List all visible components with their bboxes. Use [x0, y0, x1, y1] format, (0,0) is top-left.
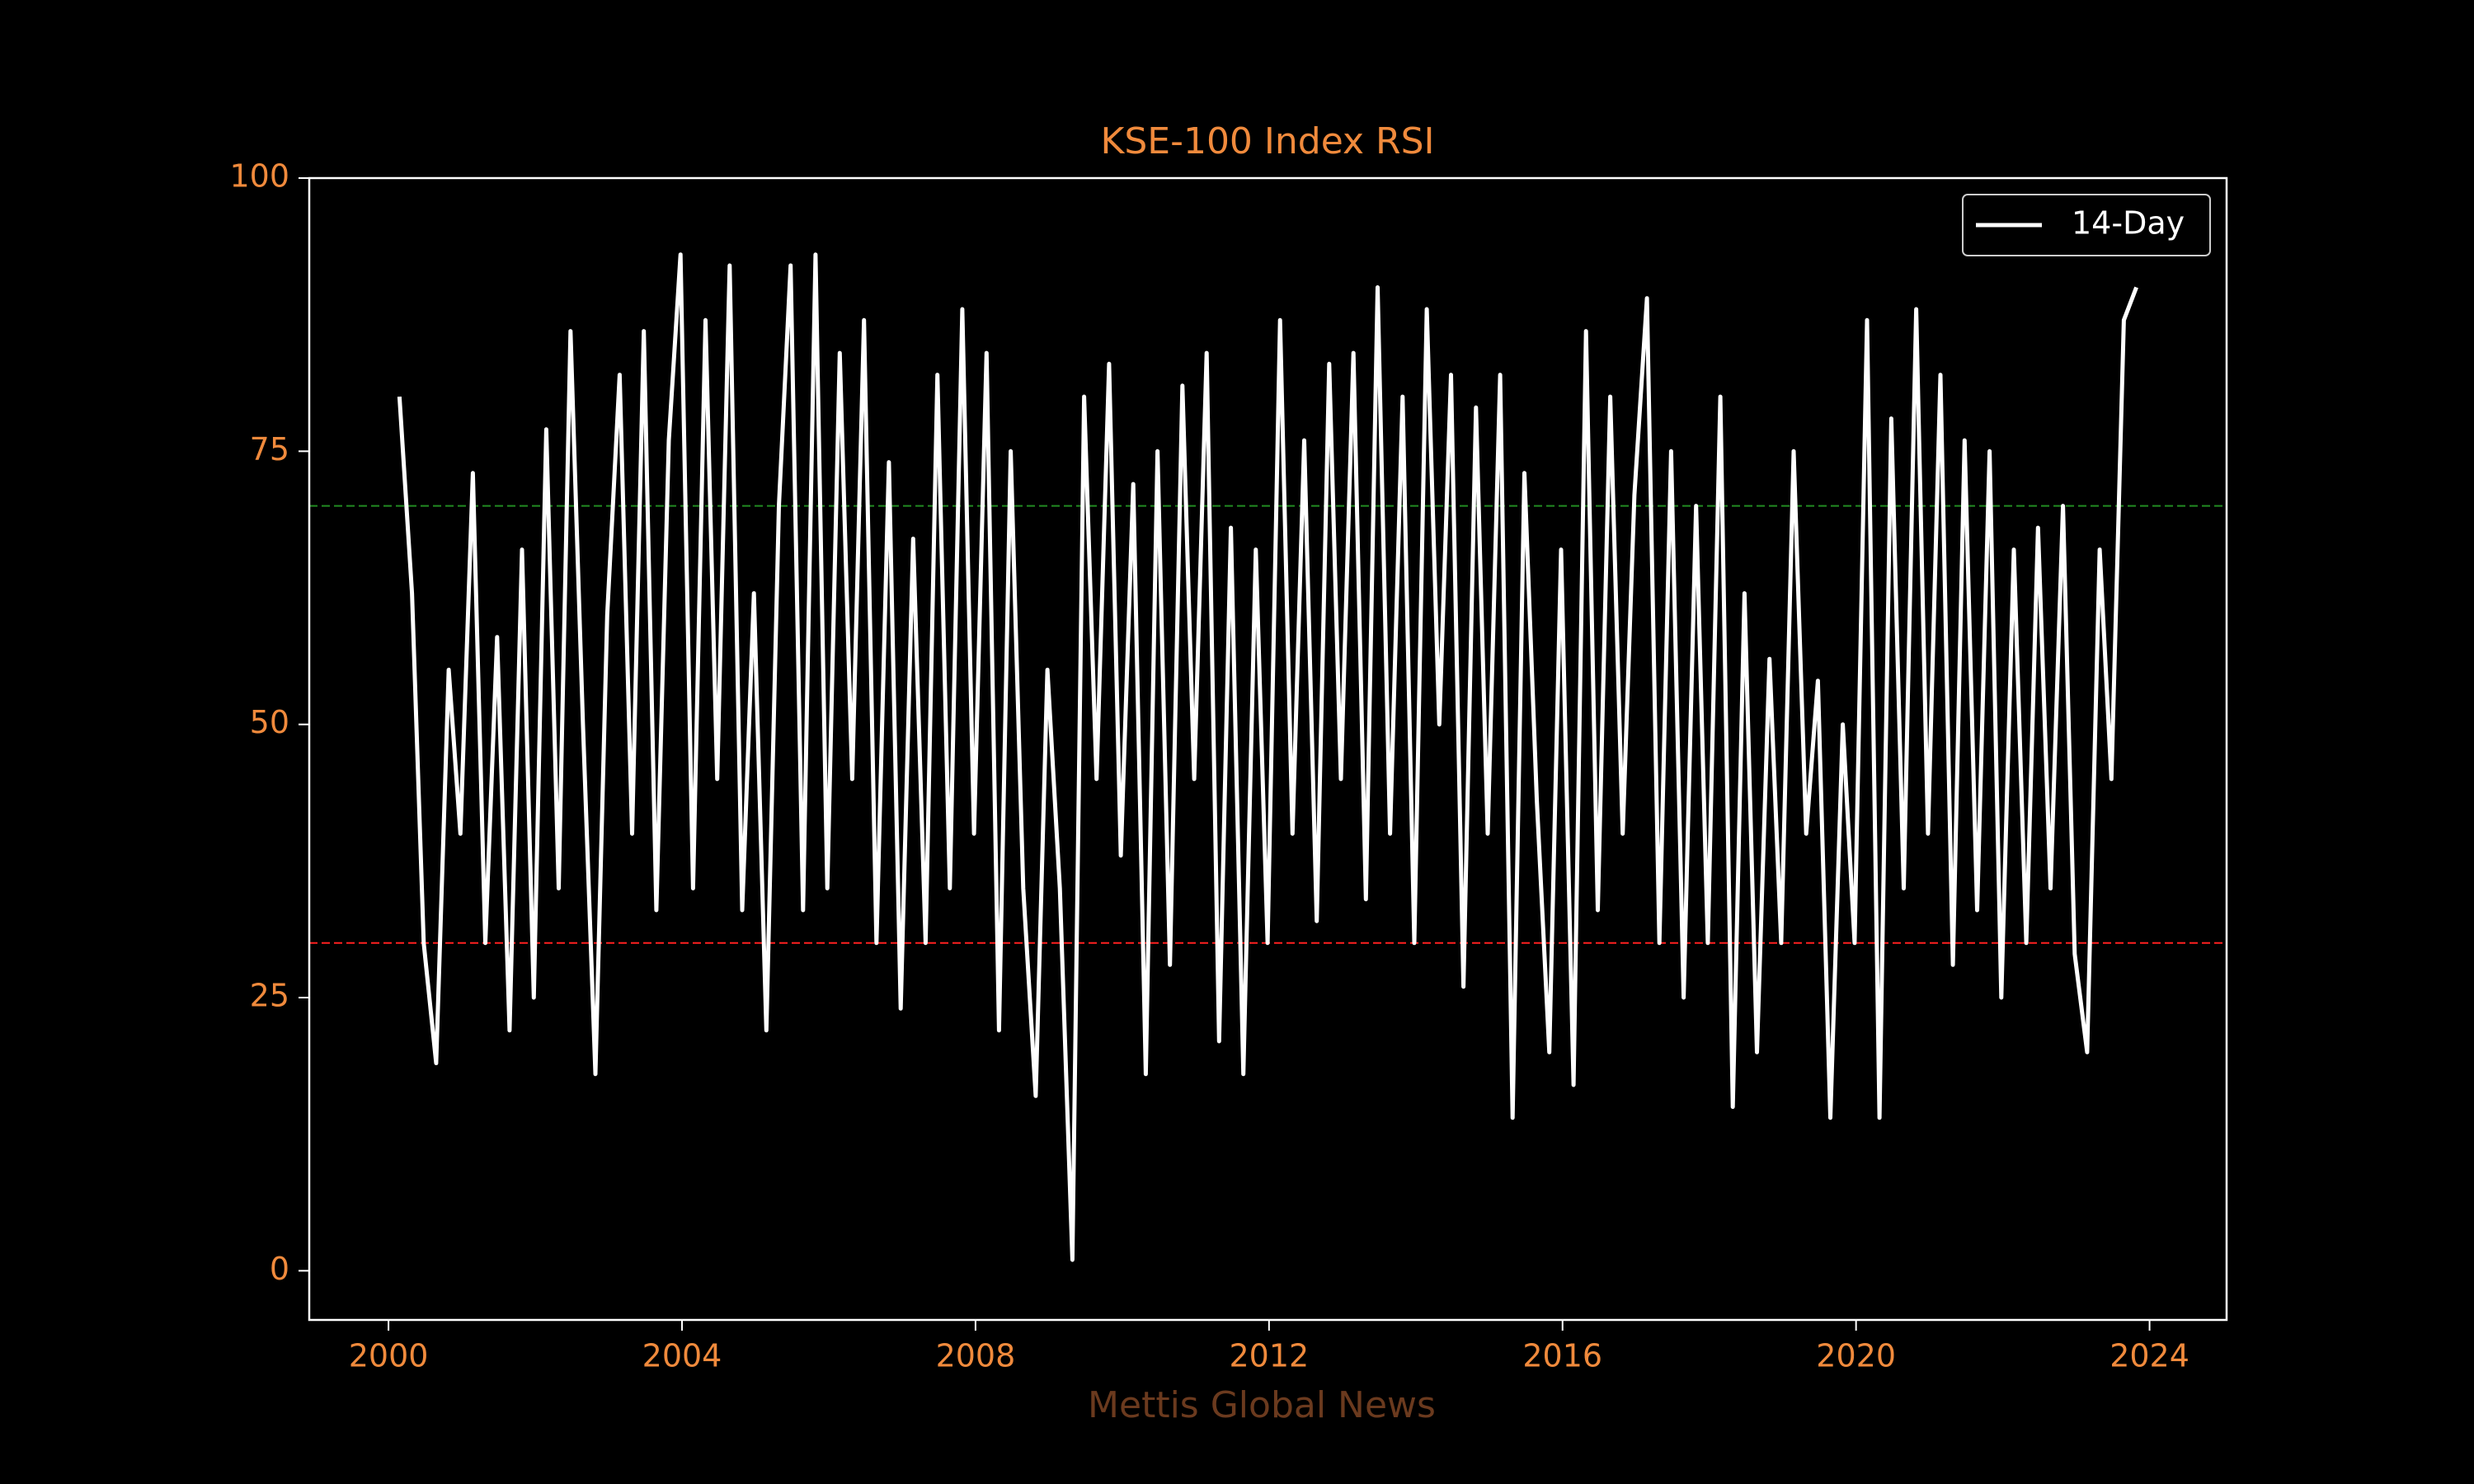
legend-box	[1962, 194, 2211, 256]
line-series	[397, 252, 2138, 1262]
x-tick-label: 2020	[1816, 1338, 1896, 1374]
x-tick-label: 2016	[1522, 1338, 1602, 1374]
x-tick-label: 2012	[1229, 1338, 1309, 1374]
plot-frame	[308, 176, 2228, 1322]
y-tick-label: 100	[229, 158, 289, 195]
footer: Mettis Global News	[1088, 1384, 1436, 1426]
legend-label: 14-Day	[2072, 205, 2185, 242]
y-tick-label: 75	[250, 431, 289, 467]
x-tick-label: 2008	[936, 1338, 1016, 1374]
chart-title: KSE-100 Index RSI	[1100, 120, 1434, 162]
x-tick-label: 2024	[2109, 1338, 2189, 1374]
x-tick-label: 2004	[642, 1338, 722, 1374]
y-tick-label: 50	[250, 704, 289, 740]
x-tick-label: 2000	[349, 1338, 429, 1374]
y-tick-label: 0	[270, 1251, 289, 1287]
y-tick-label: 25	[250, 978, 289, 1014]
